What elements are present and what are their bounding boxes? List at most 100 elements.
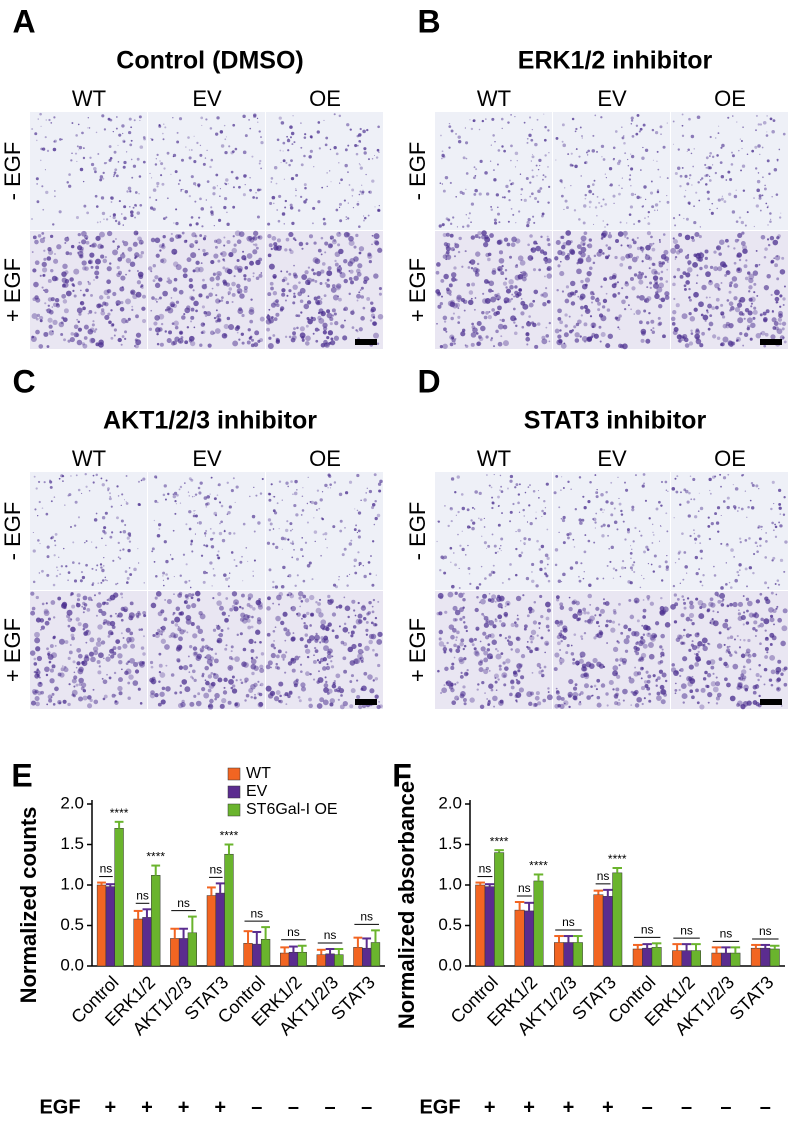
cell xyxy=(612,670,619,677)
cell xyxy=(200,331,204,335)
cell xyxy=(649,191,654,195)
cell xyxy=(61,316,65,320)
cell xyxy=(346,575,349,577)
cell xyxy=(357,613,363,619)
cell xyxy=(199,197,202,201)
cell xyxy=(30,700,36,706)
cell xyxy=(141,318,147,324)
cell xyxy=(682,578,685,581)
cell xyxy=(628,676,631,680)
cell xyxy=(646,679,651,684)
cell xyxy=(110,505,113,508)
cell xyxy=(247,614,251,619)
cell xyxy=(691,678,695,682)
cell xyxy=(209,165,212,169)
cell xyxy=(603,509,605,511)
cell xyxy=(148,327,153,331)
cell xyxy=(362,129,366,134)
cell xyxy=(326,283,331,288)
cell xyxy=(376,513,381,518)
cell xyxy=(61,138,63,141)
cell xyxy=(250,656,254,660)
cell xyxy=(733,556,735,558)
cell xyxy=(755,599,761,604)
cell xyxy=(545,326,548,329)
cell xyxy=(757,172,760,174)
cell xyxy=(631,508,635,512)
cell xyxy=(151,177,153,179)
cell xyxy=(311,578,314,581)
cell xyxy=(534,344,539,349)
cell xyxy=(202,278,205,282)
cell xyxy=(192,633,198,639)
cell xyxy=(322,217,326,221)
cell xyxy=(334,688,338,693)
cell xyxy=(363,151,367,155)
cell xyxy=(336,231,342,237)
cell xyxy=(241,341,245,345)
cell xyxy=(740,241,746,246)
cell xyxy=(458,656,464,663)
cell xyxy=(559,649,561,651)
cell xyxy=(705,271,711,278)
cell xyxy=(485,620,489,624)
cell xyxy=(276,209,279,211)
cell xyxy=(217,259,221,263)
cell xyxy=(666,200,670,204)
column-label: WT xyxy=(477,446,511,471)
cell xyxy=(196,598,201,602)
cell xyxy=(478,335,481,338)
cell xyxy=(533,289,539,295)
cell xyxy=(637,273,643,280)
cell xyxy=(650,636,656,642)
cell xyxy=(251,671,255,676)
cell xyxy=(108,497,112,501)
cell xyxy=(617,292,621,295)
cell xyxy=(77,516,81,519)
cell xyxy=(594,114,597,117)
cell xyxy=(258,273,263,278)
cell xyxy=(783,285,786,288)
cell xyxy=(104,601,107,604)
cell xyxy=(578,218,581,221)
cell xyxy=(683,551,687,554)
cell xyxy=(724,618,729,623)
cell xyxy=(222,258,225,261)
cell xyxy=(681,595,684,598)
cell xyxy=(436,292,441,297)
cell xyxy=(356,509,359,512)
cell xyxy=(241,313,245,318)
cell xyxy=(36,668,39,671)
cell xyxy=(116,247,119,250)
cell xyxy=(776,255,779,258)
cell xyxy=(249,260,255,266)
cell xyxy=(354,614,357,617)
cell xyxy=(189,586,192,589)
cell xyxy=(97,582,100,585)
cell xyxy=(247,597,251,601)
cell xyxy=(249,177,251,179)
cell xyxy=(159,691,165,697)
cell xyxy=(783,570,786,573)
cell xyxy=(633,597,640,604)
column-label: OE xyxy=(309,86,341,111)
cell xyxy=(665,280,669,283)
cell xyxy=(642,633,646,636)
cell xyxy=(682,271,687,276)
cell xyxy=(61,277,67,283)
cell xyxy=(266,606,271,611)
cell xyxy=(733,194,738,199)
cell xyxy=(172,340,178,346)
cell xyxy=(517,255,524,261)
cell xyxy=(165,664,168,667)
cell xyxy=(762,121,767,125)
cell xyxy=(767,224,769,226)
cell xyxy=(640,534,643,537)
cell xyxy=(339,704,345,710)
cell xyxy=(162,584,165,587)
cell xyxy=(215,275,221,281)
cell xyxy=(31,218,33,220)
cell xyxy=(780,212,782,214)
cell xyxy=(143,635,145,638)
cell xyxy=(557,624,560,627)
